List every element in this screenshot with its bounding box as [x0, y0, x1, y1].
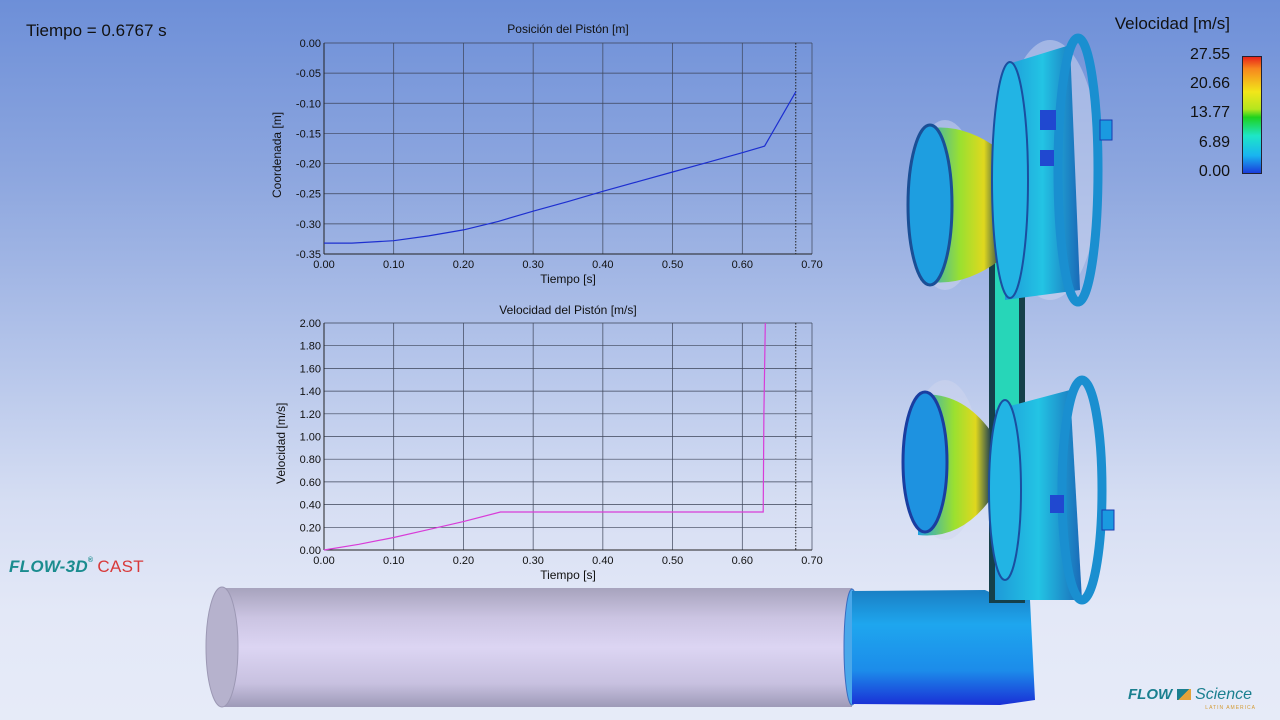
x-tick-label: 0.50 — [662, 259, 683, 271]
flow-science-mark-icon — [1176, 689, 1191, 700]
y-tick-label: -0.15 — [296, 128, 321, 140]
simulation-time-label: Tiempo = 0.6767 s — [26, 21, 167, 40]
y-tick-label: -0.35 — [296, 249, 321, 261]
shot-sleeve — [205, 586, 861, 708]
x-tick-label: 0.30 — [522, 555, 543, 567]
legend-value-3: 13.77 — [1189, 104, 1230, 121]
x-tick-label: 0.50 — [662, 555, 683, 567]
position-chart: Posición del Pistón [m] Coordenada [m] 0… — [260, 18, 840, 293]
flow-science-logo: FLOW Science LATIN AMERICA — [1128, 686, 1268, 716]
x-tick-label: 0.70 — [801, 259, 822, 271]
casting-3d-render — [205, 33, 1115, 708]
metal-in-sleeve — [852, 590, 1035, 705]
flow-science-region-text: LATIN AMERICA — [1205, 705, 1256, 711]
x-tick-label: 0.10 — [383, 259, 404, 271]
legend-value-2: 20.66 — [1189, 75, 1230, 92]
legend-value-4: 6.89 — [1198, 134, 1230, 151]
flow3d-logo-text: FLOW-3D — [9, 557, 88, 576]
y-tick-label: -0.30 — [296, 219, 321, 231]
position-chart-title: Posición del Pistón [m] — [507, 22, 629, 36]
y-tick-label: -0.05 — [296, 68, 321, 80]
legend-value-max: 27.55 — [1189, 46, 1230, 63]
y-tick-label: 1.20 — [300, 409, 321, 421]
legend-value-min: 0.00 — [1198, 163, 1230, 180]
y-tick-label: 1.40 — [300, 386, 321, 398]
x-tick-label: 0.20 — [453, 555, 474, 567]
x-tick-label: 0.00 — [313, 259, 334, 271]
flow3d-cast-logo: FLOW-3D® CAST — [9, 557, 144, 577]
y-tick-label: -0.25 — [296, 189, 321, 201]
y-tick-label: 1.00 — [300, 432, 321, 444]
flow-science-flow-text: FLOW — [1128, 686, 1173, 703]
x-tick-label: 0.20 — [453, 259, 474, 271]
upper-cavity — [906, 33, 1113, 307]
x-tick-label: 0.70 — [801, 555, 822, 567]
y-tick-label: 0.80 — [300, 454, 321, 466]
y-tick-label: -0.10 — [296, 98, 321, 110]
x-tick-label: 0.10 — [383, 555, 404, 567]
series-line — [323, 322, 766, 551]
velocity-chart-title: Velocidad del Pistón [m/s] — [499, 303, 637, 317]
series-line — [324, 91, 797, 244]
y-tick-label: 0.00 — [300, 545, 321, 557]
position-chart-xlabel: Tiempo [s] — [540, 272, 596, 286]
velocity-chart-plot: 0.00 0.10 0.20 0.30 0.40 0.50 0.60 0.70 2.00 1.80… — [300, 318, 823, 567]
x-tick-label: 0.40 — [592, 259, 613, 271]
registered-mark: ® — [87, 557, 94, 564]
velocity-legend-title: Velocidad [m/s] — [1114, 14, 1230, 33]
y-tick-label: 0.20 — [300, 522, 321, 534]
x-tick-label: 0.30 — [522, 259, 543, 271]
flow-science-science-text: Science — [1195, 686, 1252, 703]
y-tick-label: 1.60 — [300, 363, 321, 375]
colorbar — [1242, 56, 1262, 174]
lower-cavity — [901, 375, 1115, 605]
y-tick-label: 2.00 — [300, 318, 321, 330]
x-tick-label: 0.60 — [732, 259, 753, 271]
cast-logo-text: CAST — [97, 557, 144, 576]
x-tick-label: 0.60 — [732, 555, 753, 567]
velocity-legend: 27.55 20.66 13.77 6.89 0.00 — [1170, 46, 1270, 186]
y-tick-label: -0.20 — [296, 159, 321, 171]
x-tick-label: 0.40 — [592, 555, 613, 567]
y-tick-label: 0.00 — [300, 38, 321, 50]
position-chart-plot: 0.00 0.10 0.20 0.30 0.40 0.50 0.60 0.70 0.00 -0.0… — [296, 38, 823, 271]
velocity-chart-xlabel: Tiempo [s] — [540, 568, 596, 582]
y-tick-label: 1.80 — [300, 341, 321, 353]
y-tick-label: 0.40 — [300, 500, 321, 512]
velocity-chart: Velocidad del Pistón [m/s] Velocidad [m/… — [260, 298, 840, 588]
y-tick-label: 0.60 — [300, 477, 321, 489]
x-tick-label: 0.00 — [313, 555, 334, 567]
